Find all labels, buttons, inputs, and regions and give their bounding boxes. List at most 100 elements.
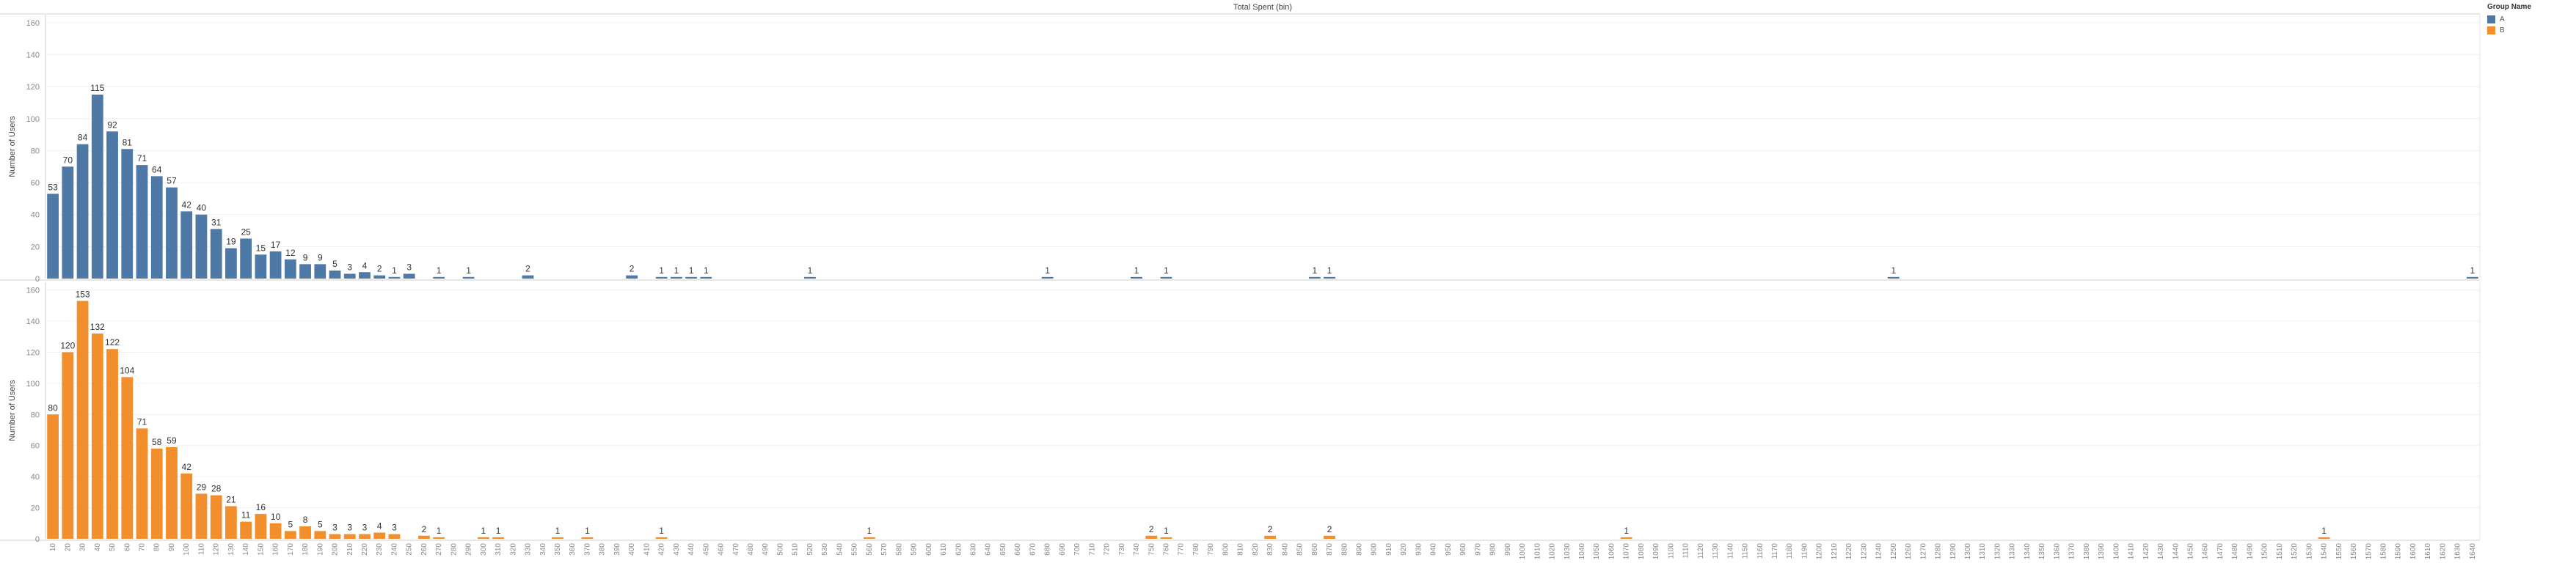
data-label-a: 15 — [256, 243, 266, 253]
legend-swatch-b — [2487, 26, 2495, 34]
bar-b — [225, 506, 237, 539]
data-label-b: 29 — [197, 482, 207, 492]
y-axis-title-b: Number of Users — [8, 380, 17, 441]
x-tick-label: 480 — [747, 543, 755, 556]
x-tick-label: 690 — [1059, 543, 1067, 556]
x-tick-label: 1440 — [2172, 543, 2180, 560]
x-tick-label: 370 — [583, 543, 591, 556]
data-label-a: 1 — [1045, 265, 1050, 276]
bar-a — [433, 276, 445, 279]
x-tick-label: 1230 — [1860, 543, 1868, 560]
x-tick-label: 1290 — [1949, 543, 1957, 560]
bar-b — [91, 334, 103, 539]
data-label-b: 59 — [167, 435, 177, 446]
bar-a — [210, 229, 222, 279]
x-tick-label: 970 — [1474, 543, 1482, 556]
x-tick-label: 800 — [1222, 543, 1230, 556]
x-tick-label: 940 — [1430, 543, 1438, 556]
x-tick-label: 830 — [1266, 543, 1274, 556]
legend-label-b: B — [2500, 26, 2505, 34]
legend-item-a[interactable]: A — [2487, 14, 2531, 25]
data-label-a: 1 — [659, 265, 664, 276]
data-label-b: 120 — [60, 340, 75, 350]
x-tick-label: 1260 — [1905, 543, 1913, 560]
x-tick-label: 290 — [465, 543, 473, 556]
y-tick-label-b: 40 — [31, 473, 40, 482]
x-tick-label: 70 — [139, 543, 147, 552]
data-label-a: 57 — [167, 176, 177, 186]
x-tick-label: 1330 — [2009, 543, 2017, 560]
x-tick-label: 1240 — [1875, 543, 1883, 560]
x-tick-label: 880 — [1340, 543, 1349, 556]
x-tick-label: 1060 — [1608, 543, 1616, 560]
x-tick-label: 390 — [613, 543, 621, 556]
data-label-a: 92 — [107, 119, 117, 130]
x-tick-label: 1560 — [2350, 543, 2358, 560]
bar-b — [343, 534, 356, 539]
data-label-b: 1 — [659, 526, 664, 536]
y-tick-label-b: 100 — [26, 380, 40, 389]
bar-b — [284, 531, 296, 539]
data-label-a: 25 — [241, 227, 251, 237]
data-label-a: 3 — [347, 262, 352, 272]
x-tick-label: 640 — [985, 543, 993, 556]
x-tick-label: 300 — [480, 543, 488, 556]
bar-b — [106, 349, 118, 539]
bar-b — [581, 537, 594, 539]
x-tick-label: 1220 — [1845, 543, 1853, 560]
data-label-a: 2 — [525, 264, 530, 274]
x-tick-label: 960 — [1459, 543, 1467, 556]
x-tick-label: 1170 — [1771, 543, 1779, 559]
data-label-b: 28 — [211, 484, 222, 494]
x-tick-label: 1360 — [2053, 543, 2061, 560]
x-tick-label: 1540 — [2321, 543, 2329, 560]
x-tick-label: 210 — [346, 543, 354, 556]
x-tick-label: 560 — [866, 543, 874, 556]
x-tick-label: 50 — [109, 543, 117, 552]
x-tick-label: 920 — [1400, 543, 1408, 556]
data-label-b: 104 — [120, 365, 134, 375]
legend-item-b[interactable]: B — [2487, 25, 2531, 36]
bar-b — [195, 493, 208, 539]
data-label-a: 64 — [152, 164, 162, 174]
x-tick-label: 90 — [168, 543, 176, 552]
x-tick-label: 450 — [702, 543, 710, 556]
bar-b — [433, 537, 445, 539]
y-tick-label-a: 100 — [26, 115, 40, 124]
x-tick-label: 1310 — [1979, 543, 1987, 560]
data-label-b: 122 — [105, 337, 120, 347]
x-tick-label: 980 — [1489, 543, 1497, 556]
x-tick-label: 20 — [64, 543, 72, 552]
y-tick-label-a: 40 — [31, 211, 40, 220]
data-label-a: 9 — [318, 252, 323, 262]
x-tick-label: 190 — [316, 543, 324, 556]
x-tick-label: 590 — [911, 543, 919, 556]
x-tick-label: 1350 — [2038, 543, 2046, 560]
data-label-a: 1 — [1327, 265, 1332, 276]
bar-a — [1324, 276, 1335, 279]
x-tick-label: 1370 — [2068, 543, 2076, 560]
data-label-a: 40 — [197, 203, 207, 213]
data-label-b: 42 — [182, 462, 192, 472]
x-tick-label: 360 — [569, 543, 577, 556]
y-tick-label-b: 140 — [26, 317, 40, 326]
chart-title: Total Spent (bin) — [1233, 3, 1292, 12]
data-label-a: 53 — [48, 182, 58, 192]
y-tick-label-a: 20 — [31, 243, 40, 251]
bar-a — [240, 238, 252, 279]
x-tick-label: 1490 — [2246, 543, 2254, 560]
y-tick-label-b: 60 — [31, 442, 40, 451]
x-tick-label: 1400 — [2112, 543, 2120, 560]
bar-b — [655, 537, 668, 539]
data-label-a: 1 — [437, 265, 442, 276]
x-tick-label: 110 — [197, 543, 205, 555]
bar-b — [314, 531, 326, 539]
x-tick-label: 620 — [955, 543, 963, 556]
bar-b — [359, 534, 371, 539]
bar-a — [136, 165, 148, 279]
x-tick-label: 850 — [1296, 543, 1305, 556]
x-tick-label: 1080 — [1638, 543, 1646, 560]
x-tick-label: 320 — [509, 543, 517, 556]
data-label-a: 1 — [808, 265, 813, 276]
data-label-b: 3 — [392, 523, 397, 533]
